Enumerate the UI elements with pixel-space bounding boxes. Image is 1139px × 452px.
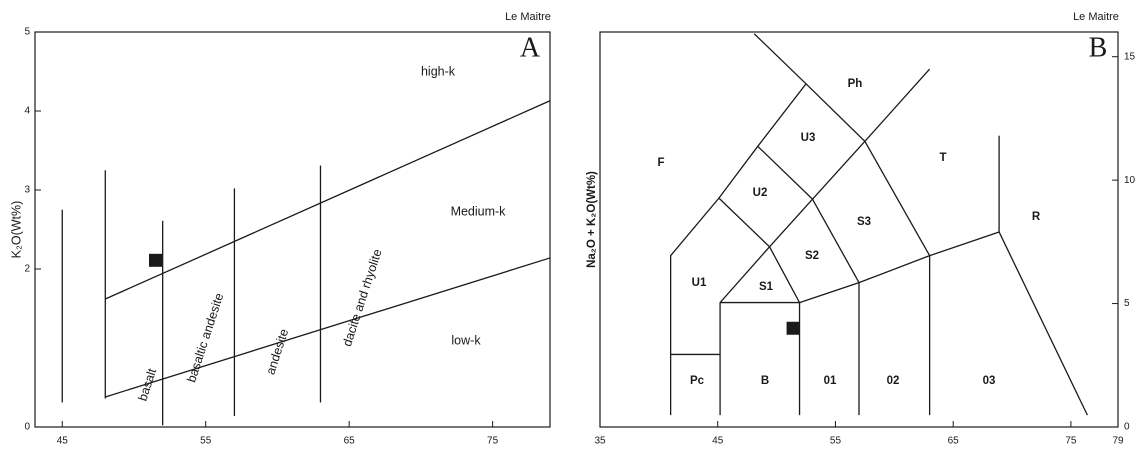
- region-label: Ph: [848, 78, 863, 90]
- x-tick-label: 75: [1065, 436, 1077, 447]
- y-tick-label: 0: [24, 422, 30, 433]
- region-boundary: [753, 33, 807, 85]
- region-label: 03: [983, 375, 996, 387]
- y-tick-label: 0: [1124, 422, 1130, 433]
- source-note: Le Maitre: [1073, 11, 1119, 23]
- y-tick-label: 10: [1124, 175, 1136, 186]
- source-note: Le Maitre: [505, 11, 551, 23]
- region-label: low-k: [451, 333, 481, 347]
- region-boundary: [811, 198, 860, 283]
- region-label: F: [657, 157, 664, 169]
- plot-frame: [599, 31, 1119, 428]
- region-boundary: [105, 257, 551, 398]
- region-label: R: [1032, 211, 1041, 223]
- plot-frame: [34, 31, 551, 428]
- region-label: Pc: [690, 375, 705, 387]
- data-point: [149, 253, 163, 267]
- region-boundary: [864, 141, 931, 256]
- region-label: U3: [801, 132, 816, 144]
- region-boundary: [812, 140, 866, 200]
- y-tick-label: 5: [1124, 298, 1130, 309]
- panel-letter: B: [1089, 32, 1108, 63]
- panel-letter: A: [520, 32, 541, 63]
- region-label: basalt: [136, 366, 160, 403]
- region-label: S2: [805, 250, 819, 262]
- x-tick-label: 55: [200, 436, 212, 447]
- x-tick-label: 35: [594, 436, 606, 447]
- region-label: U2: [753, 187, 768, 199]
- y-tick-label: 3: [24, 185, 30, 196]
- x-tick-label: 55: [830, 436, 842, 447]
- region-boundary: [799, 231, 1000, 304]
- data-point: [786, 321, 800, 335]
- region-label: S1: [759, 281, 774, 293]
- region-label: 01: [824, 375, 837, 387]
- region-boundary: [105, 100, 551, 300]
- x-tick-label: 45: [712, 436, 724, 447]
- x-tick-label: 75: [487, 436, 499, 447]
- y-tick-label: 5: [24, 27, 30, 38]
- y-axis-label: K₂O(Wt%): [9, 201, 23, 259]
- region-label: B: [761, 375, 769, 387]
- x-tick-label: 45: [57, 436, 69, 447]
- region-label: high-k: [421, 64, 456, 78]
- y-axis-label: Na₂O + K₂O(Wt%): [586, 171, 598, 268]
- region-label: Medium-k: [451, 204, 507, 218]
- y-tick-label: 15: [1124, 51, 1136, 62]
- y-tick-label: 2: [24, 264, 30, 275]
- y-tick-label: 4: [24, 106, 30, 117]
- region-label: T: [939, 152, 946, 164]
- x-tick-label: 79: [1112, 436, 1124, 447]
- x-tick-label: 65: [948, 436, 960, 447]
- region-label: andesite: [263, 327, 291, 376]
- region-label: U1: [692, 277, 707, 289]
- region-boundary: [718, 197, 770, 248]
- x-tick-label: 65: [344, 436, 356, 447]
- region-label: 02: [887, 375, 900, 387]
- region-label: basaltic andesite: [184, 291, 226, 384]
- region-boundary: [998, 231, 1088, 416]
- region-label: S3: [857, 216, 871, 228]
- region-label: dacite and rhyolite: [340, 247, 385, 348]
